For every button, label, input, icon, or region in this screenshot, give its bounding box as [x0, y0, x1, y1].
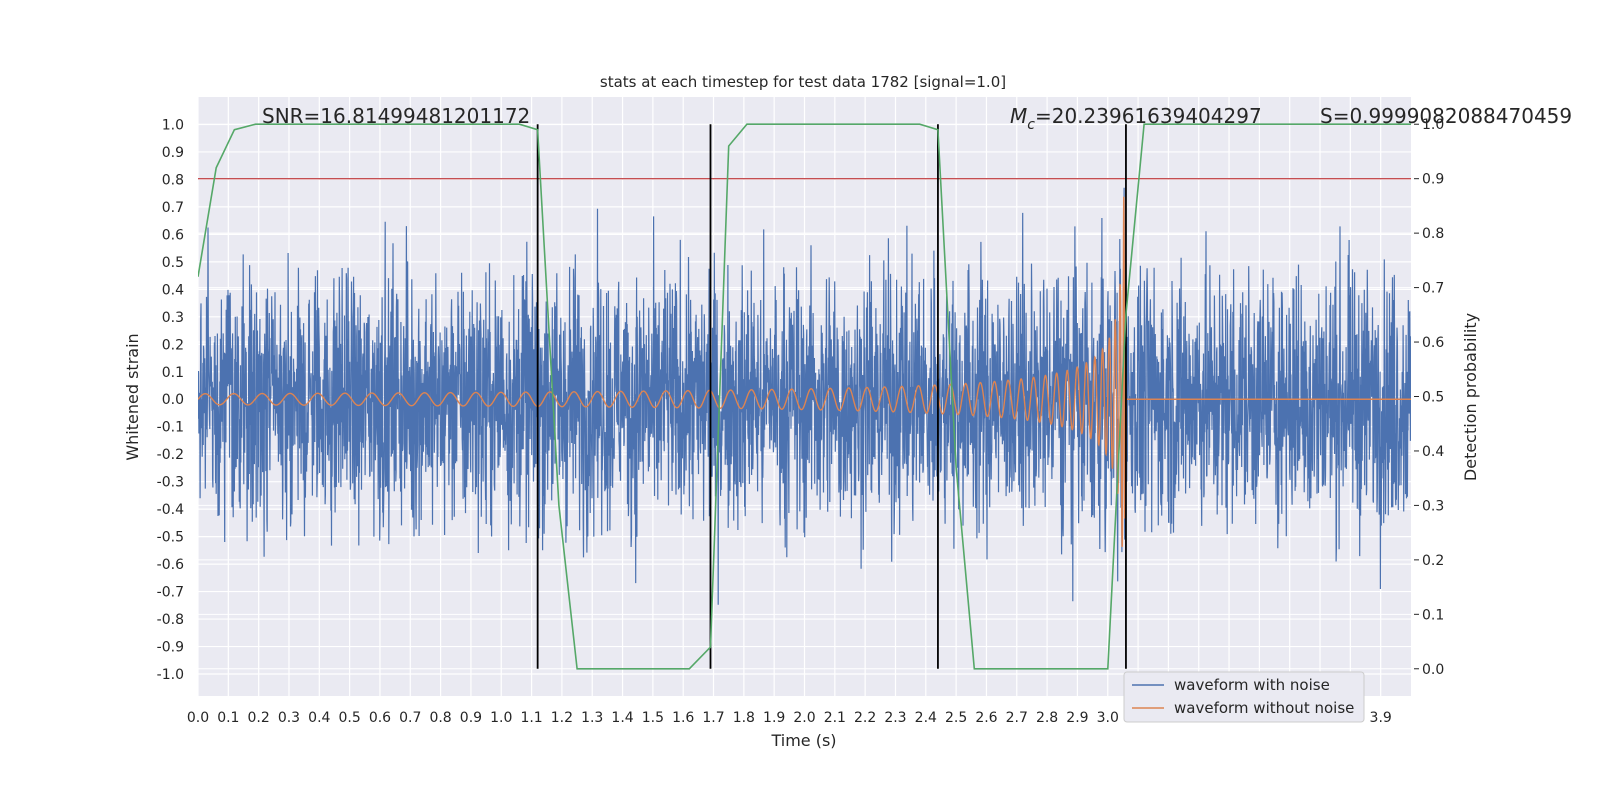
y-tick-label: -0.9 — [157, 640, 184, 656]
x-tick-label: 2.3 — [884, 710, 906, 726]
x-tick-label: 3.0 — [1097, 710, 1119, 726]
y-tick-label: 0.1 — [162, 365, 184, 381]
y-tick-label: -0.8 — [157, 612, 184, 628]
y-tick-label: 0.5 — [162, 255, 184, 271]
x-tick-label: 1.1 — [520, 710, 542, 726]
x-tick-label: 1.3 — [581, 710, 603, 726]
y-tick-label: -0.2 — [157, 447, 184, 463]
x-tick-label: 0.9 — [460, 710, 482, 726]
y-tick-label: 0.7 — [162, 200, 184, 216]
x-tick-label: 0.5 — [338, 710, 360, 726]
y2-tick-label: 0.9 — [1422, 172, 1444, 188]
x-tick-label: 0.3 — [278, 710, 300, 726]
x-tick-label: 2.2 — [854, 710, 876, 726]
y2-tick-label: 0.2 — [1422, 553, 1444, 569]
x-tick-label: 1.5 — [642, 710, 664, 726]
x-tick-label: 1.8 — [733, 710, 755, 726]
chirp-mass-value: =20.23961639404297 — [1035, 104, 1262, 128]
y-tick-label: 0.2 — [162, 337, 184, 353]
y2-tick-label: 0.3 — [1422, 498, 1444, 514]
y2-tick-label: 0.5 — [1422, 390, 1444, 406]
trigger-lines — [536, 124, 1127, 669]
y-tick-label: -0.6 — [157, 557, 184, 573]
plot-series — [198, 123, 1411, 670]
x-tick-label: 2.6 — [975, 710, 997, 726]
y-tick-label: -0.4 — [157, 502, 184, 518]
x-tick-label: 2.1 — [824, 710, 846, 726]
x-tick-label: 1.2 — [551, 710, 573, 726]
y-tick-label: -0.7 — [157, 585, 184, 601]
x-tick-label: 2.5 — [945, 710, 967, 726]
x-tick-label: 0.4 — [308, 710, 330, 726]
y2-tick-label: 0.7 — [1422, 281, 1444, 297]
y2-tick-label: 0.6 — [1422, 335, 1444, 351]
series-detection-probability — [198, 123, 1411, 670]
y-tick-label: 0.3 — [162, 310, 184, 326]
x-tick-label: 3.9 — [1370, 710, 1392, 726]
y-tick-label: 0.8 — [162, 172, 184, 188]
y2-tick-label: 0.4 — [1422, 444, 1444, 460]
y-tick-label: 0.9 — [162, 145, 184, 161]
y-tick-label: -0.5 — [157, 530, 184, 546]
series-waveform-without-noise — [198, 196, 1411, 548]
y2-tick-label: 0.0 — [1422, 662, 1444, 678]
x-tick-label: 0.2 — [248, 710, 270, 726]
x-tick-label: 1.7 — [702, 710, 724, 726]
y2-tick-label: 0.1 — [1422, 607, 1444, 623]
y-axis-ticks: 1.0 0.9 0.8 0.7 0.6 0.5 0.4 0.3 0.2 0.1 0.0 -0.1 -0.… — [157, 117, 184, 683]
x-tick-label: 1.0 — [490, 710, 512, 726]
series-waveform-with-noise — [198, 187, 1411, 635]
chirp-mass-subscript: c — [1027, 117, 1035, 133]
legend-label-clean: waveform without noise — [1174, 699, 1354, 717]
x-tick-label: 1.4 — [611, 710, 633, 726]
x-tick-label: 0.8 — [429, 710, 451, 726]
legend: waveform with noise waveform without noi… — [1123, 671, 1365, 723]
y2-axis-ticks: 1.0 0.9 0.8 0.7 0.6 0.5 0.4 0.3 0.2 0.1 0.0 — [1414, 117, 1444, 678]
y-tick-label: -0.1 — [157, 420, 184, 436]
x-axis-label: Time (s) — [770, 731, 836, 750]
x-tick-label: 0.6 — [369, 710, 391, 726]
y-tick-label: -1.0 — [157, 667, 184, 683]
y-tick-label: -0.3 — [157, 475, 184, 491]
x-tick-label: 2.7 — [1006, 710, 1028, 726]
y-tick-label: 0.0 — [162, 392, 184, 408]
x-tick-label: 0.1 — [217, 710, 239, 726]
snr-annotation: SNR=16.81499481201172 — [262, 104, 530, 128]
chirp-mass-annotation: Mc=20.23961639404297 — [1010, 104, 1262, 133]
x-tick-label: 2.9 — [1066, 710, 1088, 726]
probability-annotation: S=0.9999082088470459 — [1320, 104, 1572, 128]
x-tick-label: 0.7 — [399, 710, 421, 726]
x-tick-label: 2.8 — [1036, 710, 1058, 726]
legend-frame — [1123, 671, 1365, 723]
y-axis-label: Whitened strain — [123, 333, 142, 460]
y-tick-label: 0.6 — [162, 227, 184, 243]
x-tick-label: 2.0 — [793, 710, 815, 726]
chart-title: stats at each timestep for test data 178… — [600, 73, 1006, 91]
chirp-mass-symbol: M — [1010, 104, 1027, 128]
y2-axis-label: Detection probability — [1461, 313, 1480, 481]
legend-label-noise: waveform with noise — [1174, 676, 1330, 694]
x-tick-label: 0.0 — [187, 710, 209, 726]
y-tick-label: 1.0 — [162, 117, 184, 133]
y2-tick-label: 0.8 — [1422, 226, 1444, 242]
x-tick-label: 1.9 — [763, 710, 785, 726]
y2-tick-label: 1.0 — [1422, 117, 1444, 133]
y-tick-label: 0.4 — [162, 282, 184, 298]
x-tick-label: 2.4 — [915, 710, 937, 726]
x-tick-label: 1.6 — [672, 710, 694, 726]
